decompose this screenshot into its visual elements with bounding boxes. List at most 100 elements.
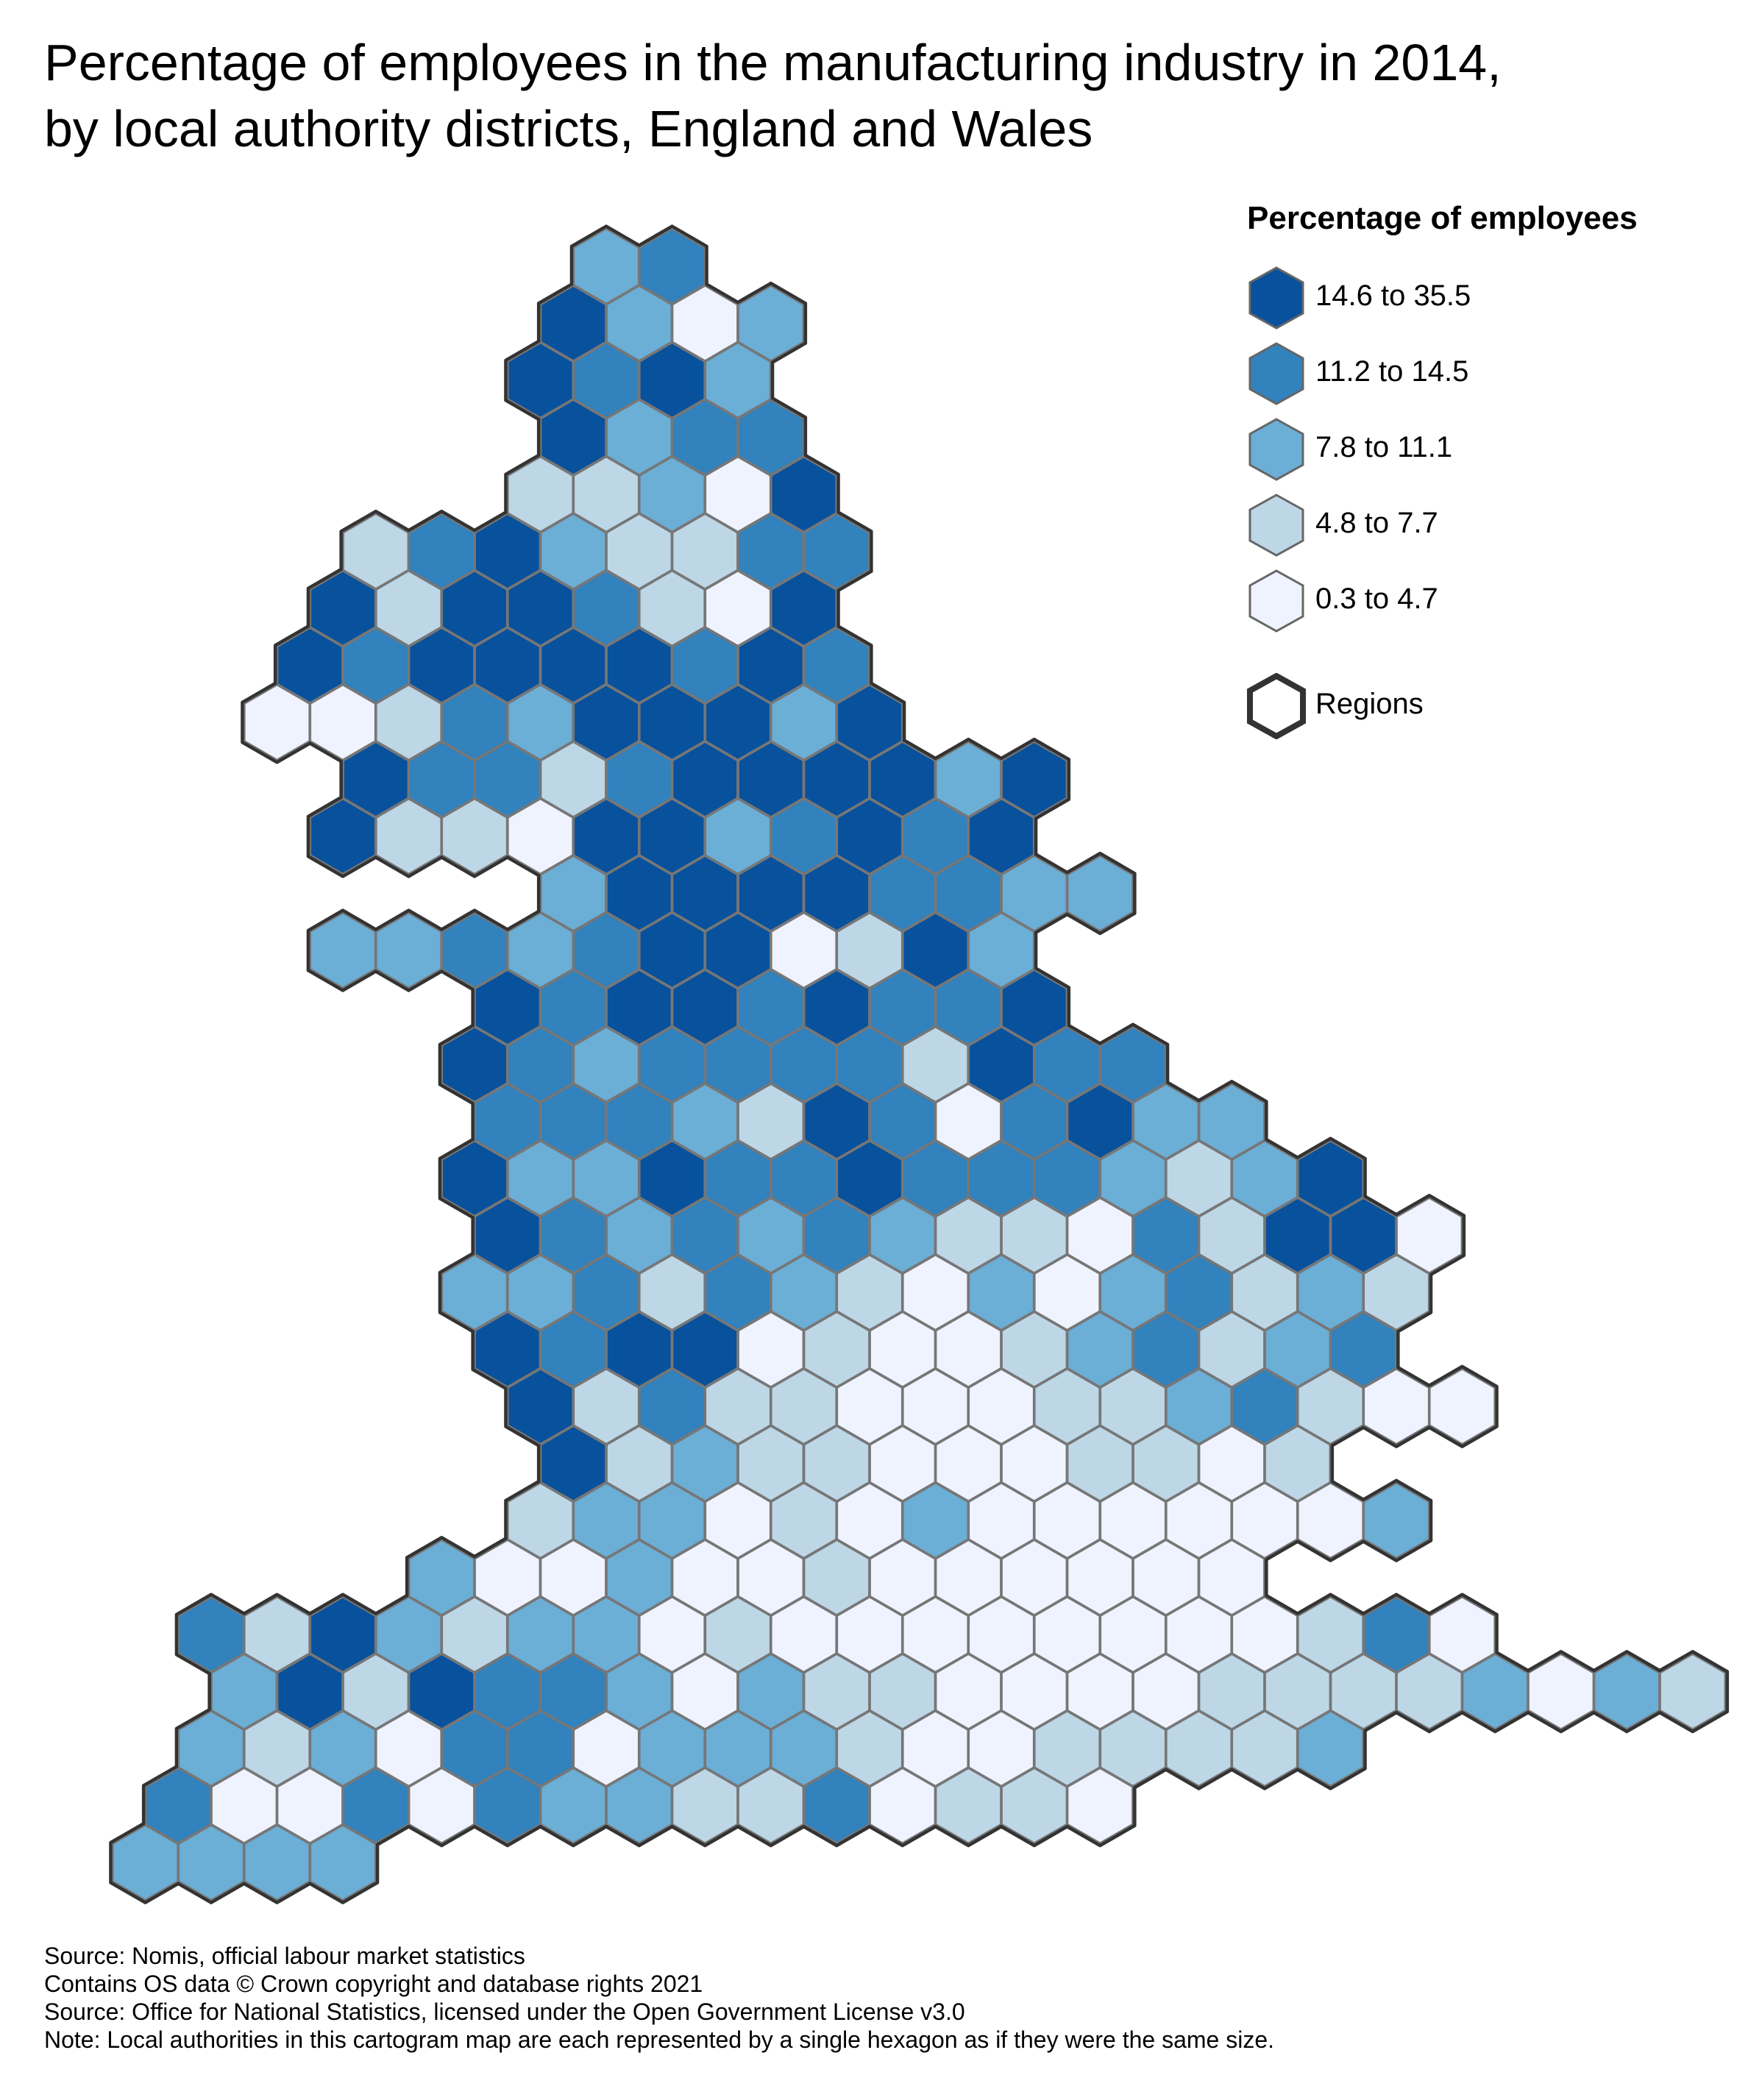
local-authority-hex: [1527, 1653, 1594, 1730]
local-authority-hex: [573, 912, 639, 989]
local-authority-hex: [1232, 1482, 1298, 1559]
local-authority-hex: [1297, 1710, 1364, 1787]
local-authority-hex: [375, 684, 442, 761]
local-authority-hex: [968, 1710, 1034, 1787]
local-authority-hex: [1001, 1539, 1067, 1616]
local-authority-hex: [705, 570, 771, 647]
local-authority-hex: [441, 798, 508, 875]
local-authority-hex: [1034, 1254, 1101, 1331]
local-authority-hex: [1396, 1653, 1463, 1730]
local-authority-hex: [145, 1767, 212, 1844]
local-authority-hex: [342, 1653, 409, 1730]
local-authority-hex: [507, 1026, 574, 1103]
local-authority-hex: [178, 1824, 244, 1901]
local-authority-hex: [1132, 1311, 1199, 1388]
local-authority-hex: [540, 1083, 607, 1160]
local-authority-hex: [737, 741, 804, 818]
local-authority-hex: [737, 285, 804, 362]
local-authority-hex: [737, 855, 804, 932]
local-authority-hex: [178, 1710, 244, 1787]
local-authority-hex: [573, 798, 639, 875]
local-authority-hex: [836, 1710, 903, 1787]
local-authority-hex: [803, 1083, 870, 1160]
local-authority-hex: [770, 798, 837, 875]
local-authority-hex: [672, 1767, 739, 1844]
legend-swatch-hexagon-icon: [1248, 569, 1304, 633]
local-authority-hex: [968, 1140, 1034, 1217]
local-authority-hex: [441, 570, 508, 647]
local-authority-hex: [507, 1596, 574, 1673]
local-authority-hex: [1100, 1254, 1166, 1331]
local-authority-hex: [770, 684, 837, 761]
local-authority-hex: [540, 285, 607, 362]
local-authority-hex: [639, 1596, 706, 1673]
local-authority-hex: [1165, 1482, 1232, 1559]
local-authority-hex: [705, 798, 771, 875]
local-authority-hex: [869, 1767, 936, 1844]
local-authority-hex: [507, 1140, 574, 1217]
local-authority-hex: [639, 1140, 706, 1217]
local-authority-hex: [507, 1482, 574, 1559]
local-authority-hex: [1264, 1197, 1331, 1274]
local-authority-hex: [1264, 1425, 1331, 1502]
local-authority-hex: [1165, 1710, 1232, 1787]
local-authority-hex: [441, 1596, 508, 1673]
local-authority-hex: [1132, 1539, 1199, 1616]
local-authority-hex: [1001, 1197, 1067, 1274]
local-authority-hex: [1034, 1026, 1101, 1103]
local-authority-hex: [474, 1539, 541, 1616]
local-authority-hex: [1429, 1596, 1496, 1673]
local-authority-hex: [507, 456, 574, 533]
local-authority-hex: [1100, 1710, 1166, 1787]
local-authority-hex: [310, 570, 376, 647]
local-authority-hex: [1001, 1425, 1067, 1502]
local-authority-hex: [968, 1254, 1034, 1331]
local-authority-hex: [573, 1254, 639, 1331]
local-authority-hex: [112, 1824, 179, 1901]
local-authority-hex: [605, 627, 672, 704]
local-authority-hex: [803, 1197, 870, 1274]
local-authority-hex: [573, 1026, 639, 1103]
local-authority-hex: [605, 855, 672, 932]
local-authority-hex: [968, 1368, 1034, 1445]
local-authority-hex: [672, 1083, 739, 1160]
local-authority-hex: [836, 684, 903, 761]
local-authority-hex: [737, 969, 804, 1046]
local-authority-hex: [639, 228, 706, 305]
local-authority-hex: [210, 1653, 277, 1730]
local-authority-hex: [507, 1254, 574, 1331]
local-authority-hex: [474, 1767, 541, 1844]
local-authority-hex: [605, 1311, 672, 1388]
local-authority-hex: [803, 1653, 870, 1730]
local-authority-hex: [1067, 1197, 1134, 1274]
local-authority-hex: [375, 1710, 442, 1787]
local-authority-hex: [672, 513, 739, 590]
local-authority-hex: [770, 1140, 837, 1217]
legend-label: 14.6 to 35.5: [1315, 280, 1471, 312]
local-authority-hex: [902, 1254, 969, 1331]
local-authority-hex: [573, 684, 639, 761]
local-authority-hex: [310, 1596, 376, 1673]
local-authority-hex: [277, 1653, 344, 1730]
local-authority-hex: [1297, 1254, 1364, 1331]
local-authority-hex: [573, 456, 639, 533]
local-authority-hex: [1363, 1596, 1429, 1673]
local-authority-hex: [1165, 1254, 1232, 1331]
local-authority-hex: [1232, 1254, 1298, 1331]
local-authority-hex: [1001, 1311, 1067, 1388]
local-authority-hex: [540, 1425, 607, 1502]
local-authority-hex: [639, 798, 706, 875]
local-authority-hex: [672, 969, 739, 1046]
local-authority-hex: [737, 399, 804, 476]
local-authority-hex: [935, 1311, 1002, 1388]
local-authority-hex: [902, 1710, 969, 1787]
local-authority-hex: [1165, 1368, 1232, 1445]
local-authority-hex: [573, 570, 639, 647]
local-authority-hex: [540, 969, 607, 1046]
local-authority-hex: [1594, 1653, 1660, 1730]
local-authority-hex: [474, 1083, 541, 1160]
local-authority-hex: [1100, 1368, 1166, 1445]
local-authority-hex: [244, 684, 310, 761]
local-authority-hex: [1264, 1311, 1331, 1388]
